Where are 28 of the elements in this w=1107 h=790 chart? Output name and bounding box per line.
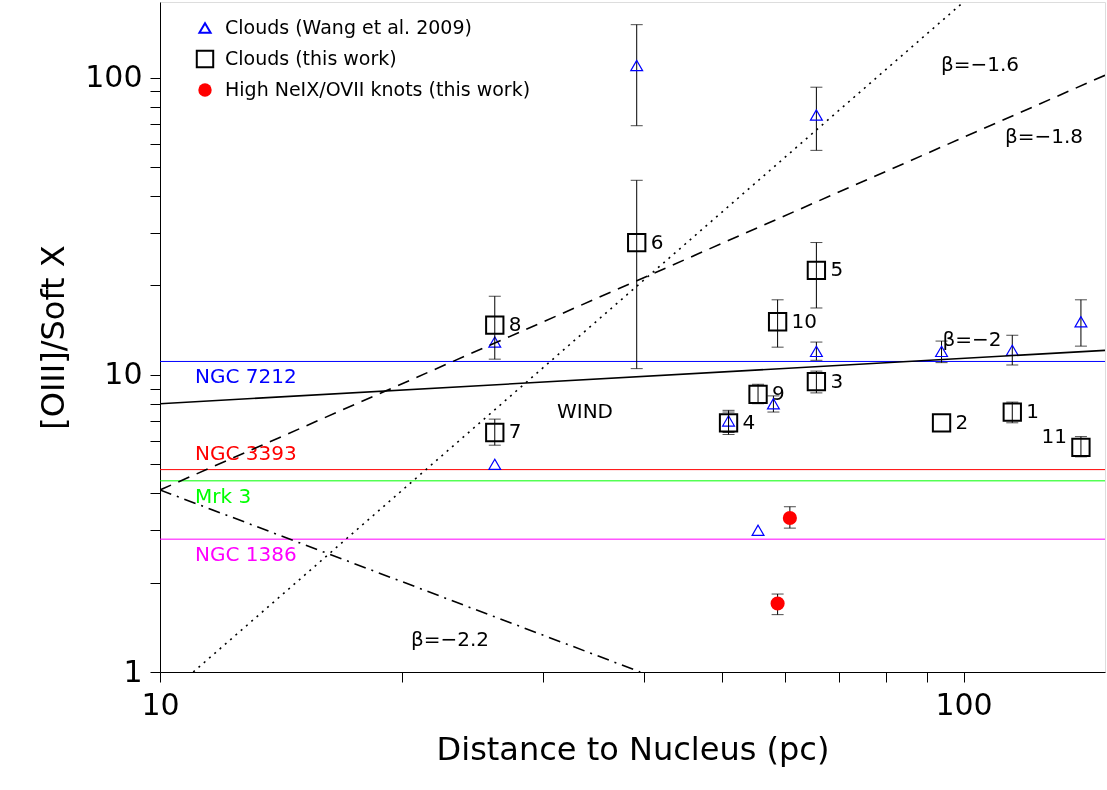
- annotation: 11: [1041, 424, 1067, 449]
- series-label: β=−2: [942, 327, 1002, 351]
- ref-line-label: NGC 1386: [195, 542, 297, 567]
- annotation: 10: [791, 308, 818, 333]
- annotation: 6: [650, 229, 664, 254]
- x-axis-title: Distance to Nucleus (pc): [436, 729, 830, 768]
- y-axis-title: [OIII]/Soft X: [34, 245, 73, 430]
- series-label: β=−1.8: [1004, 124, 1084, 148]
- legend-label: High NeIX/OVII knots (this work): [225, 78, 531, 100]
- ref-line-label: Mrk 3: [195, 483, 252, 508]
- annotation: 2: [955, 409, 969, 434]
- annotation: 1: [1026, 399, 1040, 424]
- ref-line-label: NGC 7212: [195, 364, 297, 389]
- annotation: 9: [772, 381, 785, 406]
- y-tick-label: 10: [104, 356, 143, 392]
- annotation: 4: [742, 409, 756, 434]
- legend-label: Clouds (this work): [225, 47, 397, 69]
- annotation: 8: [508, 312, 522, 337]
- annotation: 5: [830, 257, 844, 282]
- y-tick-label: 100: [85, 59, 143, 95]
- annotation: WIND: [556, 399, 614, 423]
- legend-label: Clouds (Wang et al. 2009): [225, 16, 472, 38]
- series-label: β=−1.6: [940, 52, 1020, 76]
- series-label: β=−2.2: [410, 627, 490, 651]
- annotation: 3: [830, 368, 844, 393]
- y-tick-label: 1: [123, 653, 143, 689]
- annotation: 7: [508, 419, 522, 444]
- ref-line-label: NGC 3393: [195, 440, 297, 465]
